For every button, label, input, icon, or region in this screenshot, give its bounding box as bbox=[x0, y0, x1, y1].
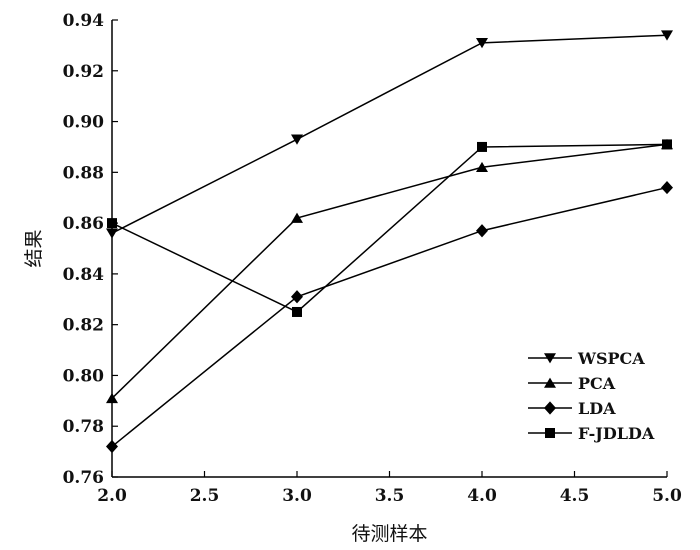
legend-item-f-jdlda: F-JDLDA bbox=[528, 424, 655, 443]
legend-item-pca: PCA bbox=[528, 374, 616, 393]
y-tick-label: 0.86 bbox=[63, 214, 104, 234]
legend-label: F-JDLDA bbox=[578, 424, 655, 443]
y-tick-label: 0.78 bbox=[63, 417, 104, 437]
series-wspca bbox=[106, 30, 673, 239]
legend-marker bbox=[544, 353, 556, 364]
legend-label: WSPCA bbox=[577, 349, 645, 368]
series-group bbox=[106, 30, 673, 454]
x-axis-ticks: 2.0 2.5 3.0 3.5 4.0 4.5 5.0 bbox=[97, 471, 682, 506]
y-axis-ticks: 0.76 0.78 0.80 0.82 0.84 0.86 0.88 0.90 0.92 0.94 bbox=[63, 11, 118, 488]
data-point-lda bbox=[661, 180, 673, 195]
y-tick-label: 0.80 bbox=[63, 366, 105, 386]
data-point-pca bbox=[106, 392, 118, 404]
series-line-wspca bbox=[111, 34, 668, 234]
legend-marker bbox=[545, 428, 555, 438]
y-tick-label: 0.88 bbox=[63, 163, 104, 183]
data-point-f-jdlda bbox=[477, 141, 487, 152]
legend-label: PCA bbox=[578, 374, 616, 393]
data-point-f-jdlda bbox=[107, 218, 117, 229]
series-line-pca bbox=[111, 143, 668, 399]
x-tick-label: 5.0 bbox=[652, 486, 682, 506]
data-point-wspca bbox=[476, 38, 488, 49]
series-line-lda bbox=[111, 186, 668, 448]
y-tick-label: 0.84 bbox=[63, 265, 105, 285]
y-tick-label: 0.76 bbox=[63, 468, 104, 488]
y-tick-label: 0.94 bbox=[63, 11, 105, 31]
x-tick-label: 2.0 bbox=[97, 486, 127, 506]
x-tick-label: 4.0 bbox=[467, 486, 497, 506]
legend-marker bbox=[544, 401, 556, 415]
data-point-wspca bbox=[661, 30, 673, 41]
x-axis-label: 待测样本 bbox=[351, 523, 427, 545]
legend-label: LDA bbox=[578, 399, 616, 418]
data-point-pca bbox=[476, 161, 488, 173]
data-point-f-jdlda bbox=[292, 306, 302, 317]
x-tick-label: 3.5 bbox=[375, 486, 405, 506]
series-f-jdlda bbox=[107, 139, 672, 317]
x-tick-label: 4.5 bbox=[560, 486, 590, 506]
data-point-lda bbox=[106, 439, 118, 454]
legend: WSPCA PCA LDA F-JDLDA bbox=[528, 349, 655, 443]
y-tick-label: 0.92 bbox=[63, 62, 104, 82]
data-point-pca bbox=[291, 212, 303, 223]
series-lda bbox=[106, 180, 673, 454]
y-tick-label: 0.82 bbox=[63, 316, 104, 336]
y-axis-label: 结果 bbox=[23, 229, 45, 267]
x-tick-label: 2.5 bbox=[190, 486, 220, 506]
data-point-lda bbox=[476, 224, 488, 238]
y-tick-label: 0.90 bbox=[63, 113, 105, 133]
legend-item-lda: LDA bbox=[528, 399, 616, 418]
legend-marker bbox=[544, 377, 556, 388]
series-line-f-jdlda bbox=[111, 143, 668, 313]
legend-item-wspca: WSPCA bbox=[528, 349, 645, 368]
data-point-lda bbox=[291, 290, 303, 304]
data-point-f-jdlda bbox=[662, 139, 672, 150]
data-point-wspca bbox=[291, 134, 303, 145]
x-tick-label: 3.0 bbox=[282, 486, 312, 506]
data-point-wspca bbox=[106, 228, 118, 239]
